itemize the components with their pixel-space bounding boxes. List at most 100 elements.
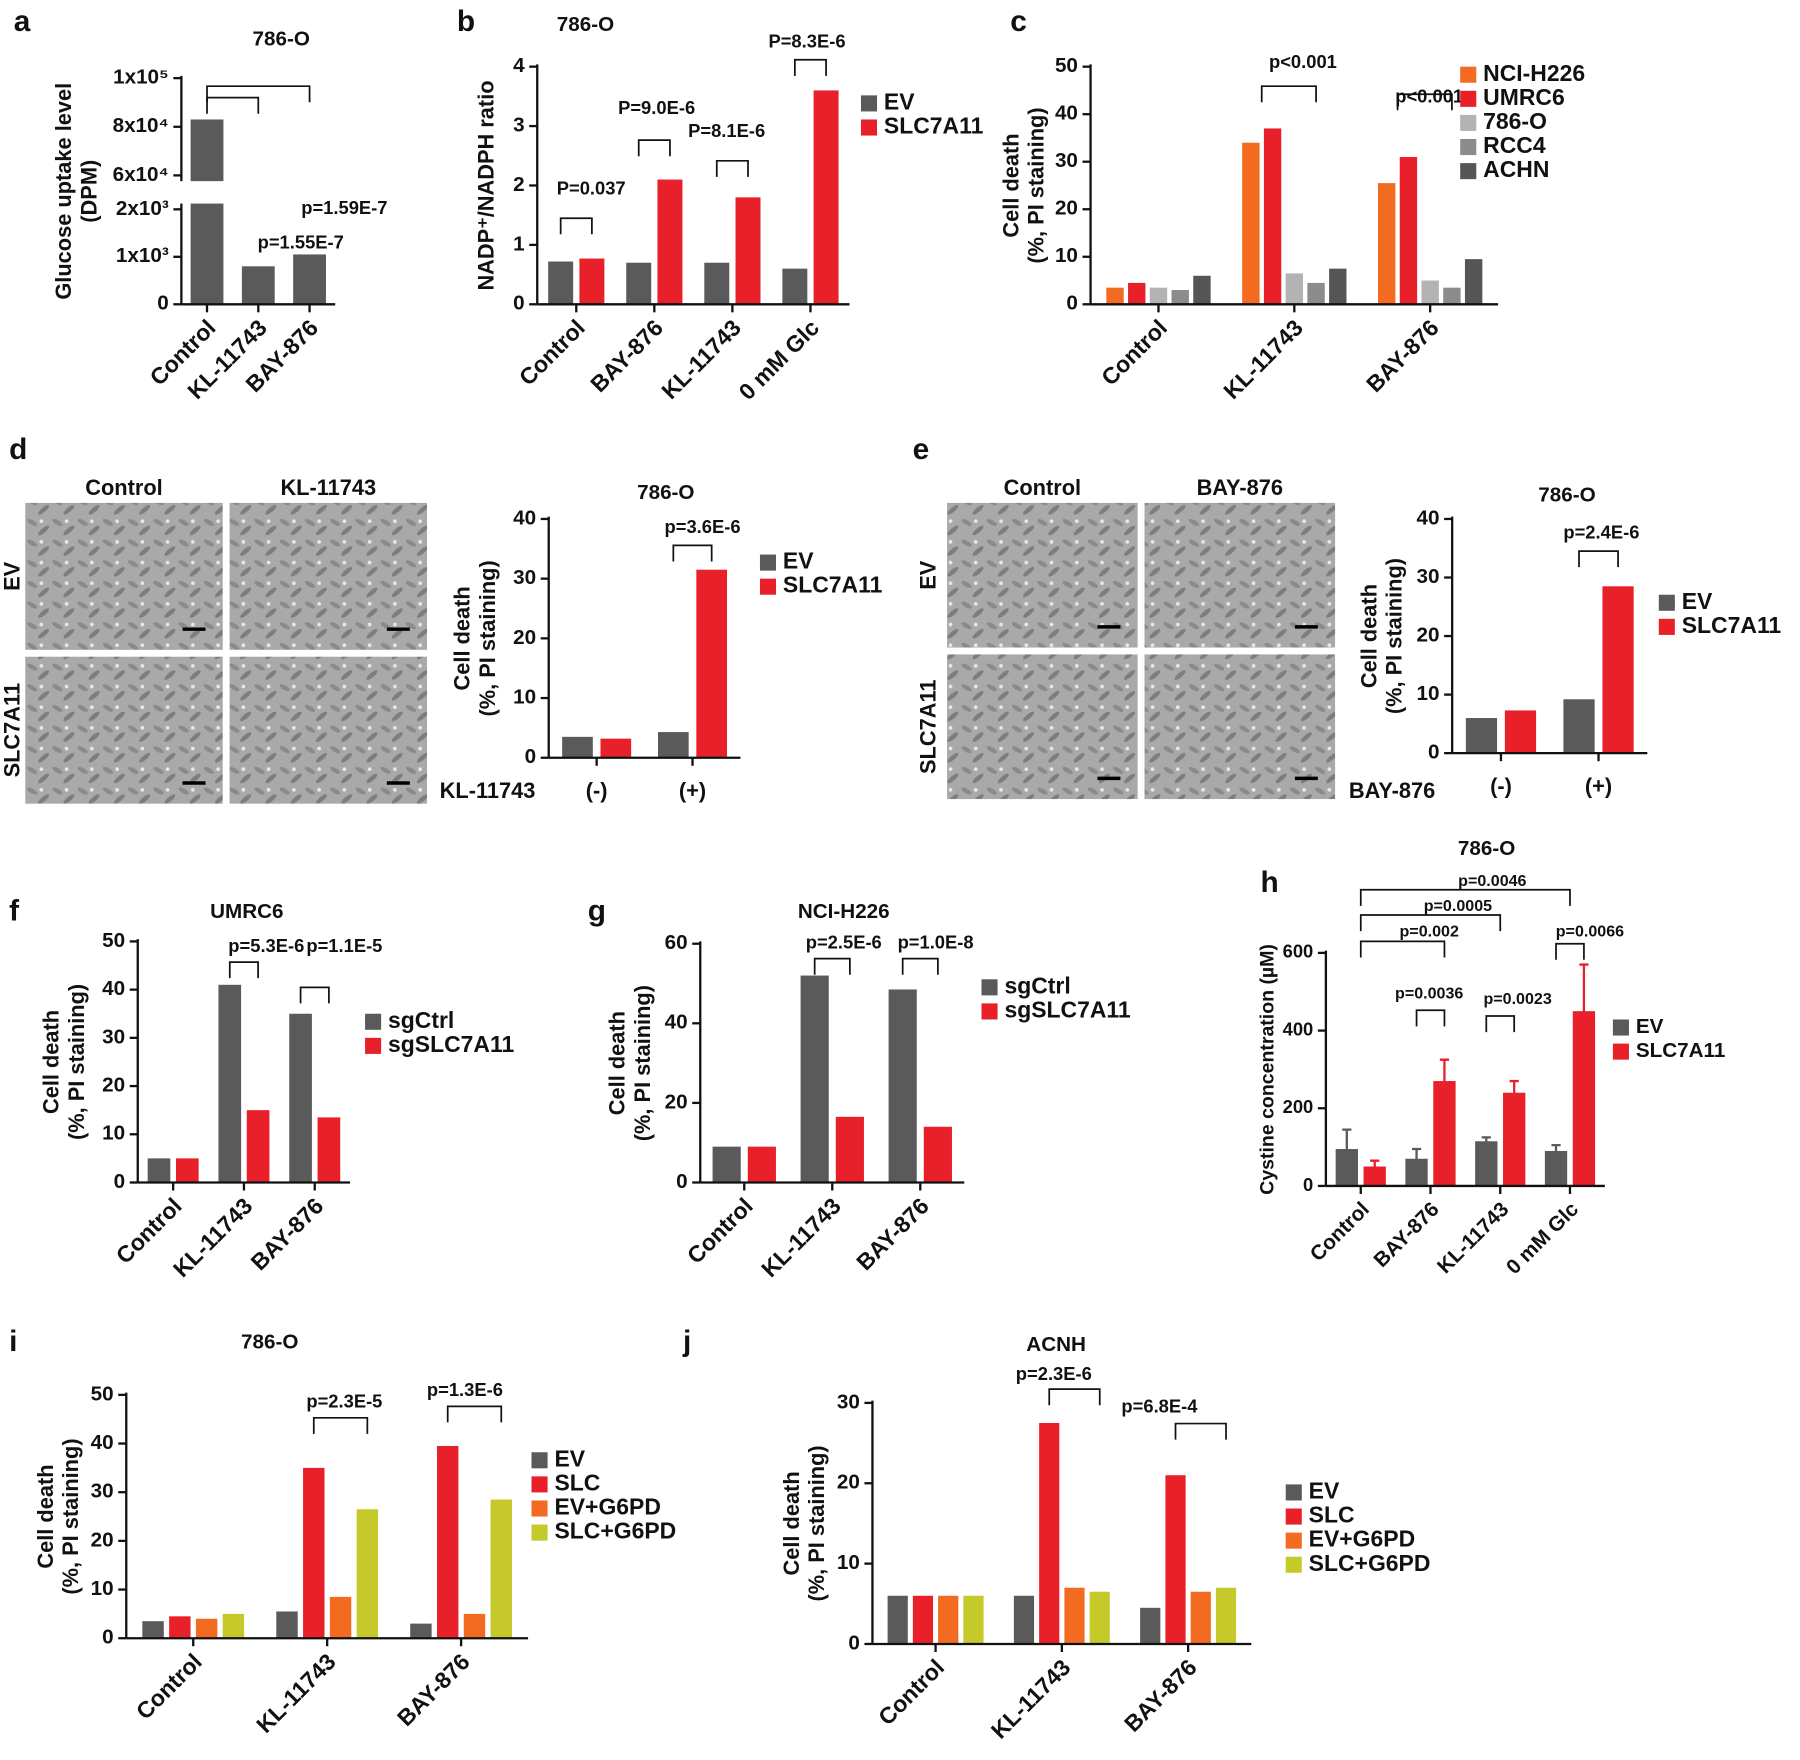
legend-swatch — [531, 1500, 548, 1517]
y-tick-label: 4 — [513, 54, 525, 77]
x-tick-label: Control — [682, 1193, 758, 1269]
chart-title: UMRC6 — [210, 900, 283, 923]
bar — [142, 1621, 164, 1639]
x-tick-label: BAY-876 — [246, 1193, 329, 1276]
error-bar — [1481, 1136, 1491, 1146]
x-tick-label: (+) — [679, 778, 706, 803]
bar — [735, 197, 761, 305]
x-tick-label: Control — [873, 1654, 949, 1730]
x-tick-label: BAY-876 — [851, 1193, 934, 1276]
p-value-annotation: p=6.8E-4 — [1121, 1395, 1198, 1416]
bar — [436, 1445, 459, 1639]
legend-label: SLC — [554, 1469, 600, 1495]
bar — [1503, 1092, 1526, 1186]
panel-letter: e — [913, 433, 930, 466]
y-tick-label: 30 — [1417, 565, 1440, 588]
bar — [1165, 1475, 1186, 1644]
micrograph — [25, 656, 223, 804]
bar — [303, 1467, 325, 1639]
legend-label: EV+G6PD — [554, 1494, 660, 1520]
x-tick-label: Control — [514, 314, 590, 390]
legend-swatch — [981, 979, 998, 996]
x-tick-label: Control — [1096, 314, 1172, 390]
y-axis-label: Glucose uptake level — [51, 83, 76, 300]
legend-swatch — [1612, 1019, 1629, 1036]
bar — [289, 1013, 312, 1183]
bar — [782, 268, 808, 305]
y-tick-label: 6x10⁴ — [113, 163, 169, 186]
legend-swatch — [1612, 1043, 1629, 1060]
legend-swatch — [1658, 618, 1675, 635]
significance-bracket — [1485, 1015, 1516, 1033]
chart-title: ACNH — [1026, 1333, 1086, 1356]
legend-swatch — [759, 578, 777, 595]
bar — [1064, 1587, 1085, 1644]
legend-label: sgCtrl — [388, 1007, 454, 1033]
y-tick-label: 0 — [525, 745, 537, 768]
x-tick-label: KL-11743 — [656, 314, 746, 404]
x-axis-label: BAY-876 — [1349, 778, 1435, 803]
bar — [169, 1616, 191, 1639]
y-axis-label: Cell death — [450, 586, 475, 690]
legend-label: 786-O — [1483, 108, 1547, 134]
significance-bracket — [559, 217, 593, 235]
bar — [562, 736, 593, 758]
bar — [1307, 282, 1325, 305]
x-tick-label: KL-11743 — [756, 1193, 846, 1283]
y-tick-label: 30 — [1055, 149, 1078, 172]
bar — [241, 266, 275, 305]
legend-label: ACHN — [1483, 156, 1549, 182]
y-tick-label: 0 — [102, 1626, 113, 1649]
y-tick-label: 0 — [1303, 1174, 1313, 1195]
legend-swatch — [1460, 90, 1477, 107]
micrograph — [947, 502, 1138, 648]
chart-title: 786-O — [253, 28, 310, 51]
p-value-annotation: p=5.3E-6 — [228, 935, 304, 956]
bar — [1504, 710, 1537, 754]
y-axis-label: Cell death — [33, 1464, 58, 1568]
legend-swatch — [759, 554, 777, 571]
y-tick-label: 50 — [102, 929, 125, 952]
y-axis-label: (DPM) — [76, 160, 101, 223]
legend-swatch — [1460, 138, 1477, 156]
bar — [175, 1158, 199, 1183]
significance-bracket — [1415, 1009, 1446, 1027]
bar — [1190, 1591, 1211, 1644]
y-tick-label: 20 — [91, 1528, 114, 1551]
bar — [887, 1595, 908, 1644]
error-bar — [1509, 1079, 1519, 1105]
image-column-label: BAY-876 — [1197, 475, 1283, 500]
bar — [1039, 1422, 1060, 1644]
micrograph — [1144, 502, 1336, 648]
significance-bracket — [813, 957, 851, 975]
x-tick-label: 0 mM Glc — [734, 314, 825, 405]
bar — [1475, 1141, 1498, 1186]
p-value-annotation: p=0.0066 — [1556, 922, 1624, 940]
y-tick-label: 10 — [91, 1577, 114, 1600]
legend-swatch — [1460, 66, 1477, 83]
y-tick-label: 0 — [1066, 292, 1078, 315]
bar — [1106, 287, 1124, 305]
p-value-annotation: p=1.55E-7 — [258, 231, 344, 252]
bar — [712, 1146, 741, 1183]
y-tick-label: 10 — [102, 1122, 125, 1145]
y-tick-label: 0 — [513, 292, 525, 315]
bar — [1285, 273, 1304, 305]
error-bar — [1411, 1147, 1422, 1169]
bar — [1363, 1166, 1386, 1186]
micrograph — [947, 654, 1138, 800]
legend-label: sgSLC7A11 — [388, 1031, 514, 1057]
significance-bracket — [1260, 85, 1317, 103]
panel-letter: f — [9, 895, 19, 928]
bar — [147, 1158, 171, 1183]
y-axis-label: (%, PI staining) — [1024, 107, 1049, 263]
significance-bracket — [299, 986, 330, 1004]
legend-swatch — [1285, 1484, 1302, 1501]
legend-label: EV — [1682, 588, 1713, 614]
bar — [276, 1611, 298, 1639]
bar — [963, 1595, 984, 1644]
legend-label: SLC7A11 — [884, 113, 984, 139]
bar — [579, 258, 605, 305]
panel-letter: d — [9, 433, 27, 466]
legend-label: EV — [554, 1445, 585, 1471]
